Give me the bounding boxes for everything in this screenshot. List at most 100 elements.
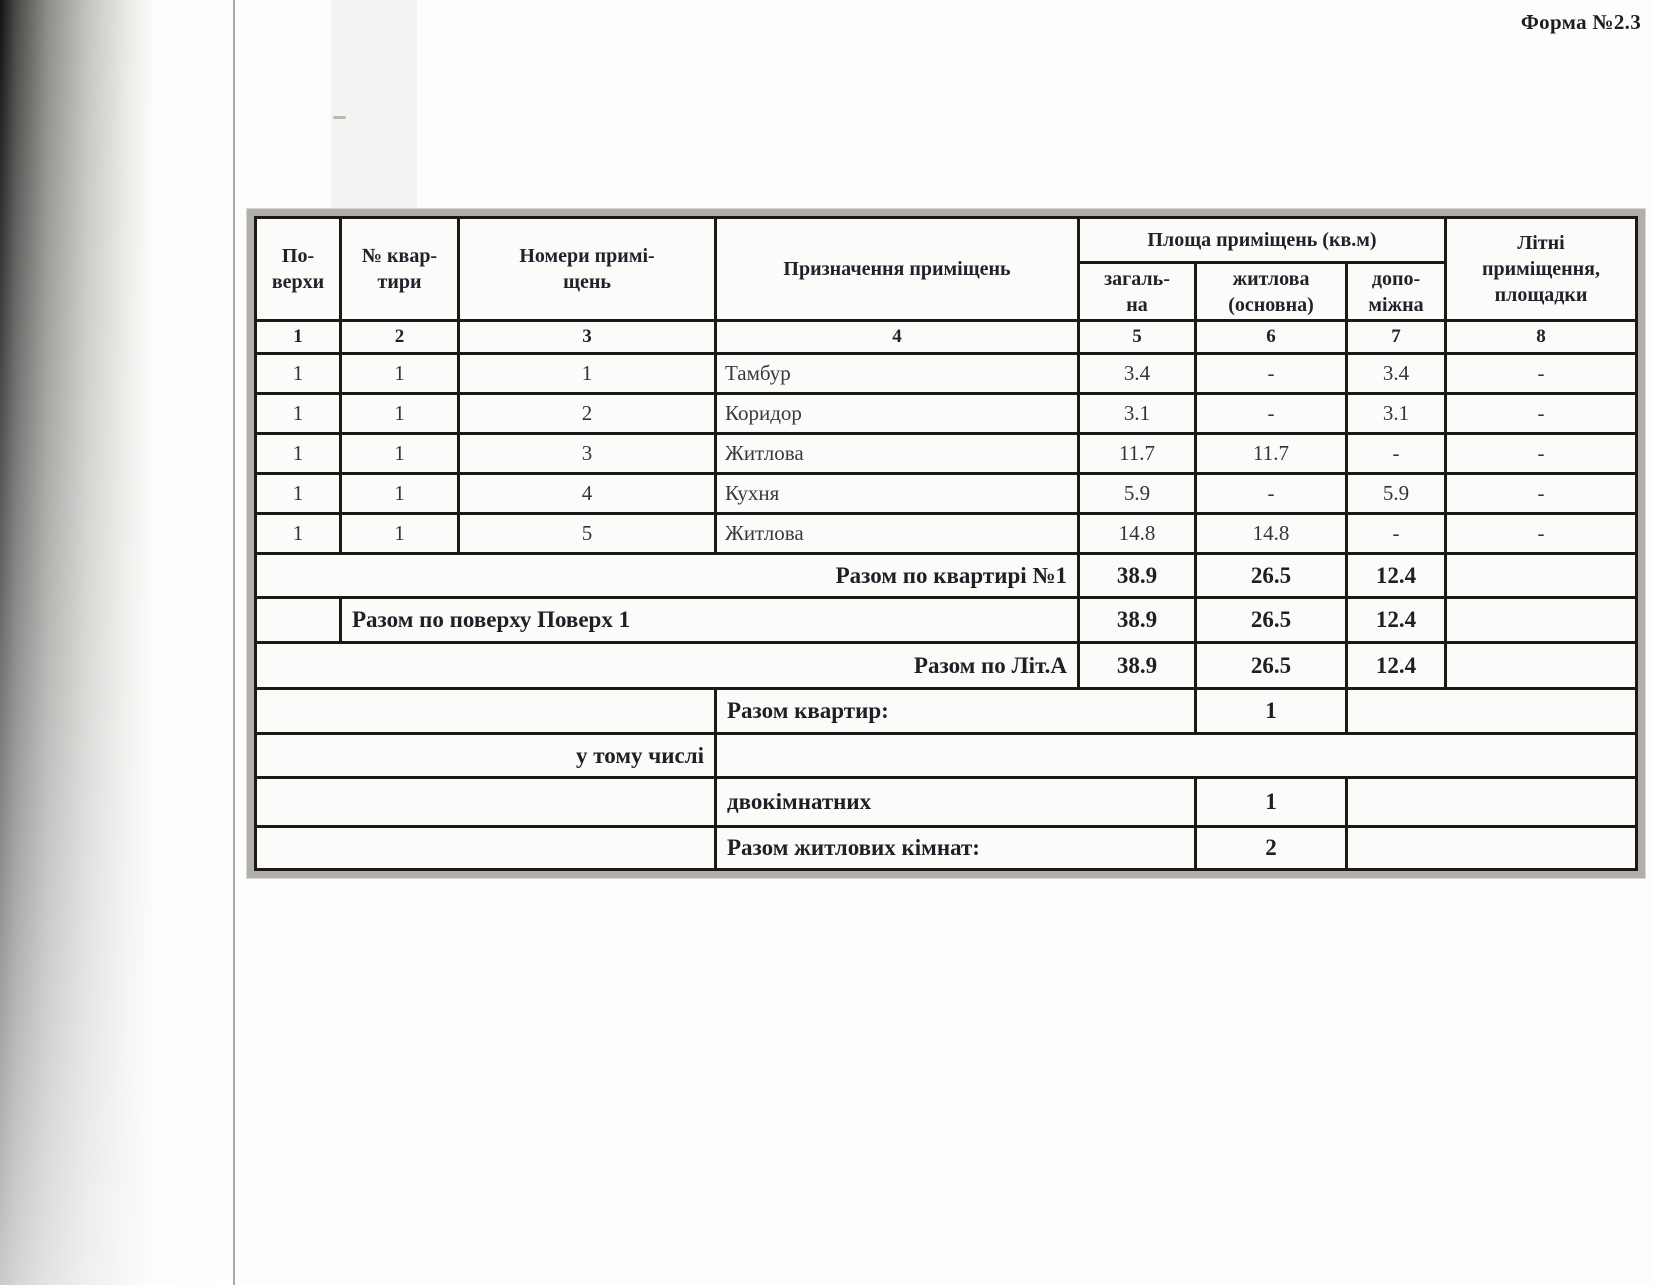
col-number: 7 (1345, 319, 1447, 355)
cell-summer: - (1444, 352, 1638, 395)
cell-summer: - (1444, 472, 1638, 515)
empty-cell (254, 776, 717, 828)
two-room-row: двокімнатних 1 (254, 776, 1638, 828)
cell-area-aux: - (1345, 432, 1447, 475)
cell-apartment: 1 (339, 392, 460, 435)
apartments-count-row: Разом квартир: 1 (254, 687, 1638, 735)
cell-floor: 1 (254, 352, 342, 395)
header-floors: По- верхи (254, 216, 342, 322)
col-number: 6 (1194, 319, 1348, 355)
cell-purpose: Житлова (714, 512, 1080, 555)
scan-speck-artifact (333, 116, 346, 119)
cell-area-total: 11.7 (1077, 432, 1197, 475)
total-apartment-living: 26.5 (1194, 552, 1348, 599)
col-number: 2 (339, 319, 460, 355)
total-apartment-total: 38.9 (1077, 552, 1197, 599)
cell-area-living: 11.7 (1194, 432, 1348, 475)
total-floor-living: 26.5 (1194, 596, 1348, 644)
total-floor-total: 38.9 (1077, 596, 1197, 644)
total-apartment-summer (1444, 552, 1638, 599)
total-apartment-row: Разом по квартирі №1 38.9 26.5 12.4 (254, 552, 1638, 599)
cell-area-total: 14.8 (1077, 512, 1197, 555)
total-floor-label: Разом по поверху Поверх 1 (339, 596, 1080, 644)
col-number: 1 (254, 319, 342, 355)
cell-apartment: 1 (339, 432, 460, 475)
living-rooms-count-value: 2 (1194, 825, 1348, 871)
table-row: 1 1 1 Тамбур 3.4 - 3.4 - (254, 352, 1638, 395)
total-apartment-aux: 12.4 (1345, 552, 1447, 599)
col-number: 8 (1444, 319, 1638, 355)
header-apartment-no: № квар- тири (339, 216, 460, 322)
total-letter-aux: 12.4 (1345, 641, 1447, 690)
header-area-total: загаль- на (1077, 261, 1197, 322)
col-number: 4 (714, 319, 1080, 355)
empty-cell (254, 596, 342, 644)
cell-area-aux: 3.1 (1345, 392, 1447, 435)
cell-area-aux: 3.4 (1345, 352, 1447, 395)
cell-apartment: 1 (339, 472, 460, 515)
scan-band-artifact (331, 0, 417, 213)
cell-apartment: 1 (339, 512, 460, 555)
table-row: 1 1 5 Житлова 14.8 14.8 - - (254, 512, 1638, 555)
living-rooms-count-row: Разом житлових кімнат: 2 (254, 825, 1638, 871)
cell-area-total: 5.9 (1077, 472, 1197, 515)
cell-purpose: Кухня (714, 472, 1080, 515)
cell-summer: - (1444, 512, 1638, 555)
total-floor-aux: 12.4 (1345, 596, 1447, 644)
cell-area-living: - (1194, 392, 1348, 435)
header-area-group: Площа приміщень (кв.м) (1077, 216, 1447, 264)
page-edge-line (233, 0, 235, 1285)
col-number: 5 (1077, 319, 1197, 355)
including-row: у тому числі (254, 732, 1638, 779)
total-letter-row: Разом по Літ.А 38.9 26.5 12.4 (254, 641, 1638, 690)
area-table-container: По- верхи № квар- тири Номери примі- щен… (247, 209, 1645, 878)
empty-cell (1345, 825, 1638, 871)
total-apartment-label: Разом по квартирі №1 (254, 552, 1080, 599)
cell-summer: - (1444, 432, 1638, 475)
apartments-count-value: 1 (1194, 687, 1348, 735)
total-letter-label: Разом по Літ.А (254, 641, 1080, 690)
cell-area-aux: 5.9 (1345, 472, 1447, 515)
scan-shadow-left-fade (0, 0, 155, 1285)
cell-floor: 1 (254, 512, 342, 555)
cell-area-total: 3.1 (1077, 392, 1197, 435)
two-room-label: двокімнатних (714, 776, 1197, 828)
column-numbers-row: 1 2 3 4 5 6 7 8 (254, 319, 1638, 355)
header-area-auxiliary: допо- міжна (1345, 261, 1447, 322)
cell-room-no: 3 (457, 432, 717, 475)
cell-floor: 1 (254, 472, 342, 515)
empty-cell (254, 825, 717, 871)
cell-room-no: 2 (457, 392, 717, 435)
cell-purpose: Житлова (714, 432, 1080, 475)
cell-purpose: Тамбур (714, 352, 1080, 395)
cell-area-living: - (1194, 352, 1348, 395)
including-label: у тому числі (254, 732, 717, 779)
header-room-purpose: Призначення приміщень (714, 216, 1080, 322)
col-number: 3 (457, 319, 717, 355)
empty-cell (714, 732, 1638, 779)
cell-area-living: - (1194, 472, 1348, 515)
total-floor-row: Разом по поверху Поверх 1 38.9 26.5 12.4 (254, 596, 1638, 644)
header-row-sub: загаль- на житлова (основна) допо- міжна (256, 261, 1637, 322)
cell-purpose: Коридор (714, 392, 1080, 435)
living-rooms-count-label: Разом житлових кімнат: (714, 825, 1197, 871)
form-number-label: Форма №2.3 (1520, 10, 1641, 34)
cell-area-total: 3.4 (1077, 352, 1197, 395)
cell-apartment: 1 (339, 352, 460, 395)
header-row-main: По- верхи № квар- тири Номери примі- щен… (254, 216, 1638, 322)
area-table: По- верхи № квар- тири Номери примі- щен… (254, 216, 1638, 871)
table-row: 1 1 4 Кухня 5.9 - 5.9 - (254, 472, 1638, 515)
cell-summer: - (1444, 392, 1638, 435)
cell-floor: 1 (254, 392, 342, 435)
cell-room-no: 4 (457, 472, 717, 515)
table-row: 1 1 2 Коридор 3.1 - 3.1 - (254, 392, 1638, 435)
cell-floor: 1 (254, 432, 342, 475)
scan-highlight-strip (160, 0, 233, 1285)
cell-room-no: 5 (457, 512, 717, 555)
cell-area-living: 14.8 (1194, 512, 1348, 555)
total-floor-summer (1444, 596, 1638, 644)
total-letter-living: 26.5 (1194, 641, 1348, 690)
empty-cell (254, 687, 717, 735)
total-letter-total: 38.9 (1077, 641, 1197, 690)
two-room-value: 1 (1194, 776, 1348, 828)
